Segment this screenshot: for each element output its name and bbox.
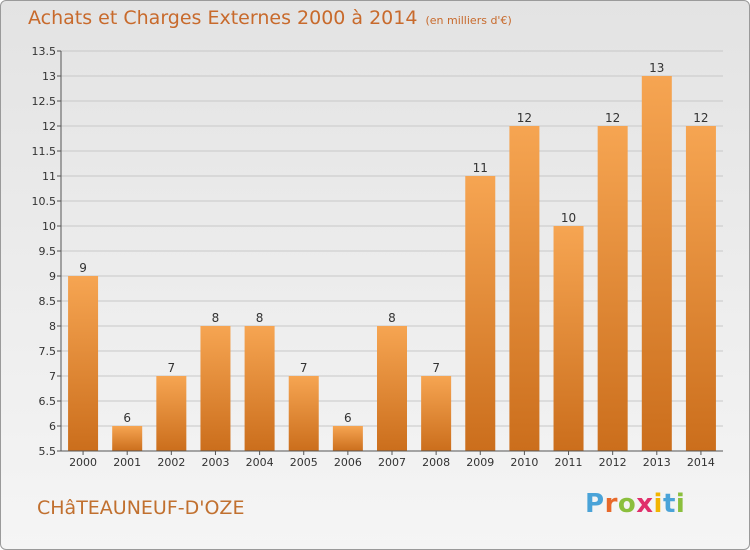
x-tick-label: 2005 — [290, 456, 318, 469]
logo-letter: i — [675, 489, 686, 519]
bar-2001 — [112, 426, 143, 451]
y-tick-label: 13.5 — [32, 45, 57, 58]
data-label: 6 — [123, 411, 131, 425]
bar-2013 — [641, 76, 672, 451]
y-tick-label: 11.5 — [32, 145, 57, 158]
bar-2006 — [332, 426, 363, 451]
logo-letter: P — [585, 489, 605, 519]
data-label: 12 — [605, 111, 620, 125]
x-tick-label: 2001 — [113, 456, 141, 469]
data-label: 7 — [432, 361, 440, 375]
bar-2011 — [553, 226, 584, 451]
bar-2014 — [685, 126, 716, 451]
x-tick-label: 2011 — [555, 456, 583, 469]
logo-letter: r — [604, 489, 618, 519]
x-tick-label: 2006 — [334, 456, 362, 469]
logo-letter: t — [662, 489, 676, 519]
proxiti-logo: Proxiti — [585, 489, 685, 519]
x-tick-label: 2010 — [510, 456, 538, 469]
y-tick-label: 6 — [49, 420, 56, 433]
data-label: 8 — [212, 311, 220, 325]
logo-letter: x — [636, 489, 654, 519]
bar-2009 — [465, 176, 496, 451]
y-tick-label: 12 — [42, 120, 56, 133]
x-tick-label: 2014 — [687, 456, 715, 469]
chart-title: Achats et Charges Externes 2000 à 2014 (e… — [28, 7, 512, 29]
y-tick-label: 8 — [49, 320, 56, 333]
x-tick-label: 2013 — [643, 456, 671, 469]
data-label: 6 — [344, 411, 352, 425]
axes: 5.5 6 6.5 7 7.5 8 8.5 9 9.5 10 10.5 11 11.5 12 12.5 13 1… — [32, 45, 723, 469]
data-label: 12 — [693, 111, 708, 125]
bar-2008 — [421, 376, 452, 451]
bar-2004 — [244, 326, 275, 451]
logo-letter: i — [653, 489, 663, 519]
x-tick-label: 2002 — [157, 456, 185, 469]
x-tick-label: 2008 — [422, 456, 450, 469]
data-label: 8 — [256, 311, 264, 325]
title-text: Achats et Charges Externes 2000 à 2014 — [28, 7, 418, 29]
bars — [68, 76, 716, 451]
data-label: 7 — [168, 361, 176, 375]
data-label: 10 — [561, 211, 576, 225]
bar-2002 — [156, 376, 187, 451]
bar-2012 — [597, 126, 628, 451]
data-label: 9 — [79, 261, 87, 275]
y-tick-label: 11 — [42, 170, 56, 183]
title-unit: (en milliers d'€) — [425, 14, 512, 27]
data-label: 12 — [517, 111, 532, 125]
logo-letter: o — [617, 489, 637, 519]
x-tick-label: 2000 — [69, 456, 97, 469]
x-tick-label: 2007 — [378, 456, 406, 469]
data-label: 8 — [388, 311, 396, 325]
y-tick-label: 10 — [42, 220, 56, 233]
y-tick-label: 9 — [49, 270, 56, 283]
y-tick-label: 8.5 — [39, 295, 57, 308]
y-tick-label: 7 — [49, 370, 56, 383]
data-label: 7 — [300, 361, 308, 375]
x-tick-label: 2004 — [246, 456, 274, 469]
y-tick-label: 7.5 — [39, 345, 57, 358]
data-labels: 9 6 7 8 8 7 6 8 7 11 12 10 12 13 12 — [79, 61, 708, 425]
x-tick-label: 2009 — [466, 456, 494, 469]
bar-2000 — [68, 276, 99, 451]
x-tick-label: 2012 — [599, 456, 627, 469]
bar-2005 — [288, 376, 319, 451]
data-label: 13 — [649, 61, 664, 75]
x-tick-label: 2003 — [201, 456, 229, 469]
y-tick-label: 5.5 — [39, 445, 57, 458]
commune-name: CHâTEAUNEUF-D'OZE — [37, 497, 245, 519]
bar-2007 — [377, 326, 407, 451]
y-tick-label: 10.5 — [32, 195, 57, 208]
bar-2003 — [200, 326, 231, 451]
y-tick-label: 12.5 — [32, 95, 57, 108]
y-tick-label: 9.5 — [39, 245, 57, 258]
y-tick-label: 13 — [42, 70, 56, 83]
y-tick-label: 6.5 — [39, 395, 57, 408]
bar-2010 — [509, 126, 540, 451]
data-label: 11 — [473, 161, 488, 175]
